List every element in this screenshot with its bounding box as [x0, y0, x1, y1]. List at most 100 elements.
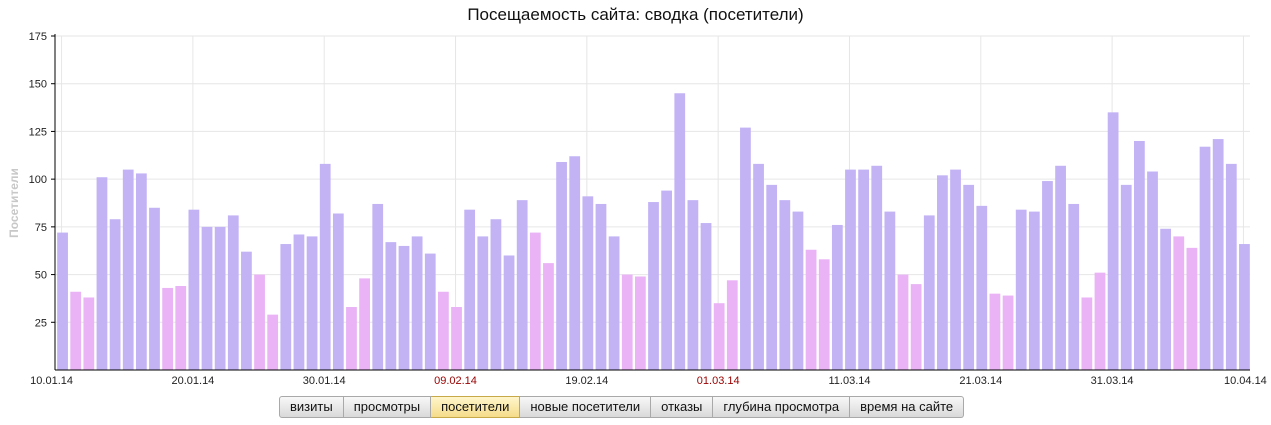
bar[interactable] [319, 163, 331, 370]
bar[interactable] [1055, 165, 1066, 370]
bar[interactable] [1068, 203, 1080, 370]
bar[interactable] [424, 253, 436, 370]
bar[interactable] [1173, 236, 1185, 370]
bar[interactable] [1107, 112, 1119, 370]
bar[interactable] [621, 274, 633, 370]
bar[interactable] [805, 249, 817, 370]
bar[interactable] [201, 226, 213, 370]
bar[interactable] [490, 219, 502, 370]
bar[interactable] [332, 213, 344, 371]
bar[interactable] [937, 175, 948, 370]
tab-3[interactable]: новые посетители [520, 396, 652, 418]
bar[interactable] [438, 291, 449, 370]
bar[interactable] [280, 244, 292, 370]
tab-1[interactable]: просмотры [343, 396, 432, 418]
bar[interactable] [569, 156, 581, 370]
bar[interactable] [713, 303, 725, 370]
bar[interactable] [608, 236, 620, 370]
bar[interactable] [661, 190, 673, 370]
bar[interactable] [792, 211, 804, 370]
bar[interactable] [543, 263, 554, 370]
bar[interactable] [398, 245, 410, 370]
bar[interactable] [1239, 244, 1250, 370]
bar[interactable] [1225, 163, 1237, 370]
bar[interactable] [188, 209, 200, 370]
bar[interactable] [687, 200, 699, 370]
bar[interactable] [451, 307, 462, 370]
bar[interactable] [1120, 184, 1132, 370]
tab-4[interactable]: отказы [651, 396, 714, 418]
tab-6[interactable]: время на сайте [850, 396, 965, 418]
x-tick-label: 31.03.14 [1091, 375, 1134, 387]
tab-2[interactable]: посетители [431, 396, 521, 418]
bar[interactable] [831, 224, 843, 370]
bar[interactable] [1186, 247, 1198, 370]
bar[interactable] [1015, 209, 1027, 370]
bar[interactable] [149, 207, 160, 370]
bar[interactable] [582, 196, 594, 370]
bar[interactable] [359, 278, 370, 370]
bar[interactable] [1212, 139, 1224, 370]
bar[interactable] [464, 209, 476, 370]
bar[interactable] [989, 293, 1001, 370]
bar[interactable] [897, 274, 909, 370]
bar[interactable] [175, 286, 187, 370]
tab-5[interactable]: глубина просмотра [713, 396, 851, 418]
bar[interactable] [1199, 146, 1211, 370]
bar[interactable] [135, 173, 147, 370]
bar[interactable] [884, 211, 896, 370]
bar[interactable] [634, 276, 646, 370]
bar[interactable] [740, 127, 751, 370]
bar[interactable] [372, 203, 384, 370]
bar[interactable] [57, 232, 68, 370]
bar[interactable] [1094, 272, 1106, 370]
bar[interactable] [1042, 181, 1053, 370]
bar[interactable] [162, 287, 174, 370]
bar[interactable] [595, 203, 607, 370]
bar[interactable] [726, 280, 738, 370]
bar[interactable] [753, 163, 764, 370]
bar[interactable] [306, 236, 318, 370]
bar[interactable] [70, 291, 82, 370]
bar[interactable] [346, 307, 357, 370]
bar[interactable] [477, 236, 489, 370]
bar[interactable] [648, 202, 659, 370]
bar[interactable] [845, 169, 856, 370]
bar[interactable] [529, 232, 541, 370]
bar[interactable] [293, 234, 305, 370]
bar[interactable] [1081, 297, 1093, 370]
bar[interactable] [267, 314, 279, 370]
bar[interactable] [254, 274, 265, 370]
bar[interactable] [779, 200, 791, 370]
bar[interactable] [1028, 211, 1040, 370]
bar[interactable] [923, 215, 935, 370]
bar[interactable] [674, 93, 686, 370]
bar[interactable] [83, 297, 95, 370]
bar[interactable] [910, 284, 922, 370]
bar[interactable] [700, 223, 712, 370]
bar[interactable] [109, 219, 121, 370]
tab-0[interactable]: визиты [279, 396, 344, 418]
bar[interactable] [950, 169, 961, 370]
bar[interactable] [227, 215, 239, 370]
bar[interactable] [122, 169, 134, 370]
bar[interactable] [411, 236, 423, 370]
bar[interactable] [385, 242, 397, 370]
bar[interactable] [871, 165, 883, 370]
bar[interactable] [963, 184, 975, 370]
bar[interactable] [1134, 140, 1145, 370]
bar[interactable] [858, 169, 869, 370]
bar[interactable] [503, 255, 515, 370]
x-tick-label: 10.01.14 [30, 375, 73, 387]
bar[interactable] [516, 200, 528, 370]
bar[interactable] [96, 177, 108, 370]
bar[interactable] [214, 226, 226, 370]
bar[interactable] [1160, 228, 1172, 370]
bar[interactable] [818, 259, 830, 370]
bar[interactable] [241, 251, 252, 370]
bar[interactable] [766, 184, 778, 370]
bar[interactable] [976, 205, 988, 370]
bar[interactable] [1147, 171, 1158, 370]
bar[interactable] [556, 161, 567, 370]
bar[interactable] [1002, 295, 1014, 370]
